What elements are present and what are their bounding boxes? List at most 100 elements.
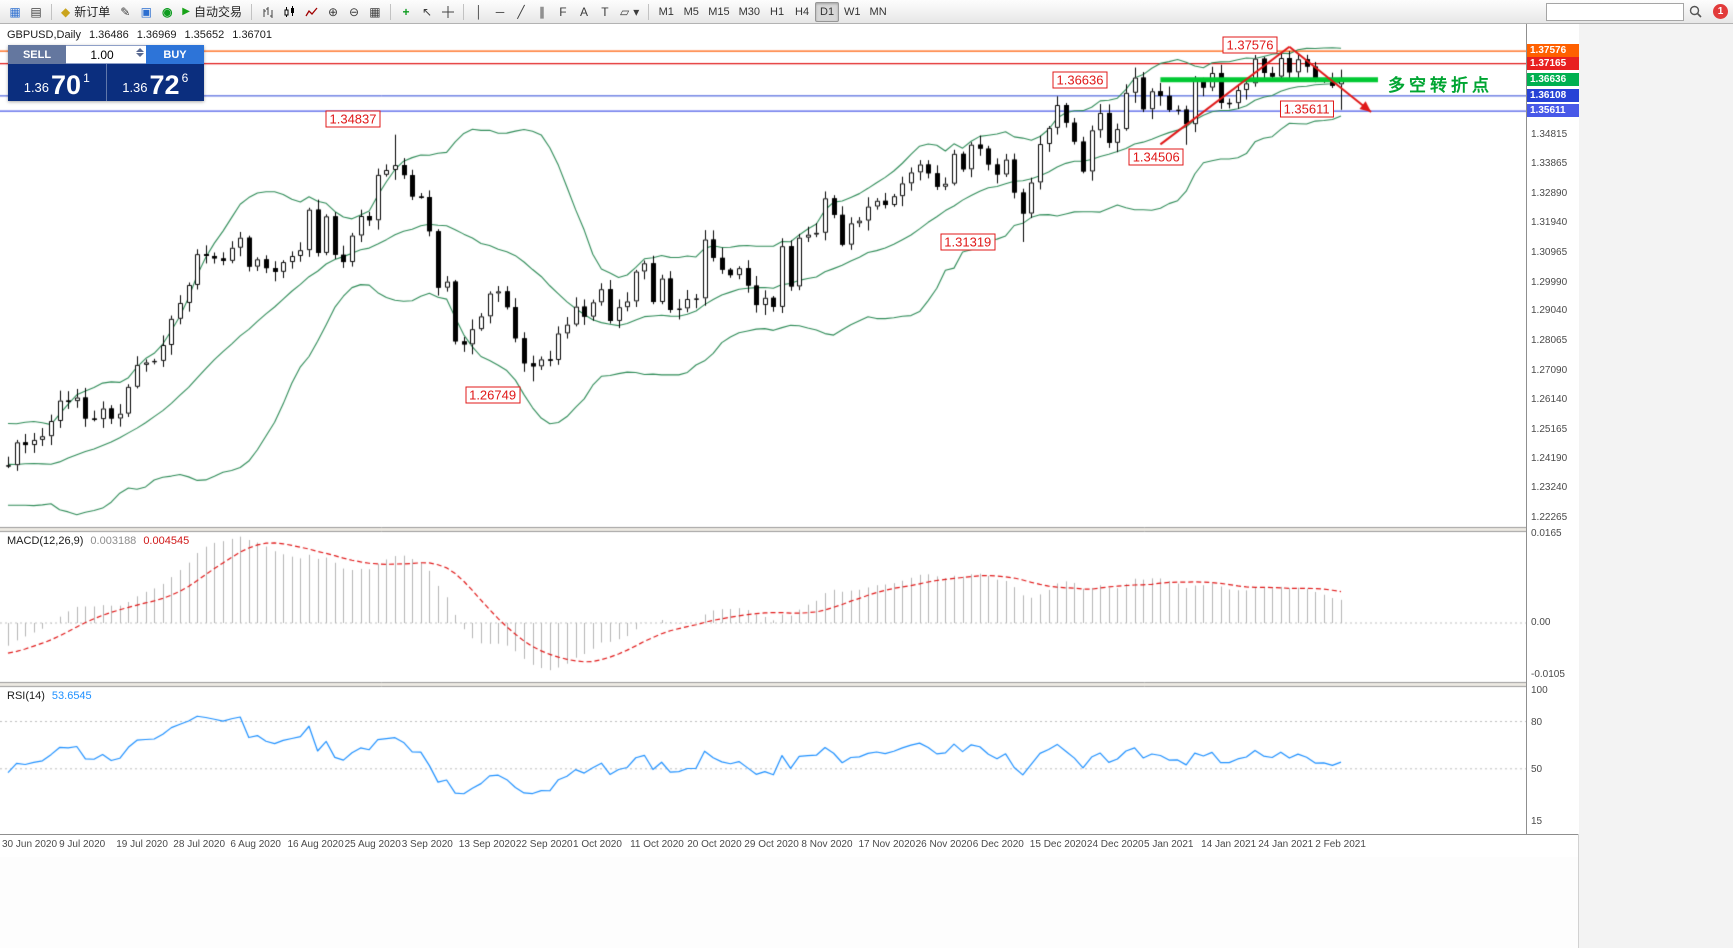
price-callout[interactable]: 1.26749 xyxy=(465,386,521,404)
window-bottom-area xyxy=(0,856,1578,948)
macd-value-signal: 0.004545 xyxy=(143,535,190,547)
timeframe-group: M1 M5 M15 M30 H1 H4 D1 W1 MN xyxy=(654,1,891,22)
timeframe-m5-button[interactable]: M5 xyxy=(679,2,703,22)
bar-chart-mode-button[interactable] xyxy=(257,2,278,22)
horizontal-line-tool-button[interactable]: ─ xyxy=(490,2,510,22)
price-callout[interactable]: 1.36636 xyxy=(1052,71,1108,89)
timeframe-m1-button[interactable]: M1 xyxy=(654,2,678,22)
price-tick: 1.26140 xyxy=(1531,393,1568,405)
ohlc-low: 1.35652 xyxy=(184,29,225,41)
sell-price-main: 1.36 xyxy=(23,80,50,95)
metaeditor-button[interactable]: ✎ xyxy=(115,2,135,22)
timeframe-mn-button[interactable]: MN xyxy=(866,2,891,22)
date-label: 22 Sep 2020 xyxy=(515,839,573,850)
price-tick: 1.23240 xyxy=(1531,482,1568,494)
trendline-icon: ╱ xyxy=(517,4,525,19)
price-level-badge: 1.36636 xyxy=(1527,72,1579,86)
price-callout[interactable]: 1.31319 xyxy=(940,233,996,251)
ohlc-high: 1.36969 xyxy=(136,29,177,41)
volume-down-arrow[interactable] xyxy=(136,53,144,57)
candlestick-mode-button[interactable] xyxy=(279,2,300,22)
price-tick: 1.22265 xyxy=(1531,512,1568,524)
vertical-line-icon: │ xyxy=(475,4,483,19)
symbol-timeframe-label: GBPUSD,Daily xyxy=(7,29,81,41)
search-button[interactable] xyxy=(1685,2,1706,22)
timeframe-d1-button[interactable]: D1 xyxy=(815,1,840,22)
timeframe-m30-button[interactable]: M30 xyxy=(735,2,764,22)
arrows-tool-button[interactable]: T xyxy=(595,2,615,22)
price-tick: 1.29990 xyxy=(1531,276,1568,288)
toolbar-separator xyxy=(389,3,391,20)
line-chart-mode-button[interactable] xyxy=(301,2,322,22)
cursor-button[interactable]: ↖ xyxy=(417,2,437,22)
volume-up-arrow[interactable] xyxy=(136,48,144,52)
cursor-icon: ↖ xyxy=(421,4,432,19)
sell-button[interactable]: SELL xyxy=(8,45,66,64)
main-toolbar: ▦ ▤ ◆ 新订单 ✎ ▣ ◉ ▶ 自动交易 ⊕ ⊖ ▦ + ↖ │ ─ ╱ ∥… xyxy=(0,0,1733,24)
date-label: 30 Jun 2020 xyxy=(2,839,58,850)
timeframe-w1-button[interactable]: W1 xyxy=(840,2,865,22)
price-callout[interactable]: 1.34506 xyxy=(1128,148,1184,166)
date-label: 14 Jan 2021 xyxy=(1201,839,1257,850)
text-tool-icon: A xyxy=(579,4,588,19)
new-chart-button[interactable]: ▦ xyxy=(5,2,25,22)
shapes-dropdown-button[interactable]: ▱ ▾ xyxy=(616,2,643,22)
price-level-badge: 1.37165 xyxy=(1527,56,1579,70)
ohlc-open: 1.36486 xyxy=(88,29,129,41)
autotrading-button[interactable]: ▶ 自动交易 xyxy=(178,2,246,22)
tile-windows-icon: ▦ xyxy=(369,4,381,19)
volume-stepper[interactable] xyxy=(136,48,144,57)
text-tool-button[interactable]: A xyxy=(574,2,594,22)
date-label: 16 Aug 2020 xyxy=(287,839,344,850)
buy-price-big: 72 xyxy=(149,70,180,101)
community-button[interactable]: ◉ xyxy=(157,2,177,22)
crosshair-button[interactable] xyxy=(438,2,458,22)
toolbar-separator xyxy=(51,3,52,20)
metaeditor-icon: ✎ xyxy=(120,4,131,19)
date-label: 24 Dec 2020 xyxy=(1086,839,1144,850)
date-label: 3 Sep 2020 xyxy=(401,839,453,850)
rsi-axis-tick: 15 xyxy=(1531,816,1543,827)
tile-windows-button[interactable]: ▦ xyxy=(365,2,385,22)
time-scale[interactable]: 30 Jun 2020 9 Jul 2020 19 Jul 2020 28 Jul 2… xyxy=(0,834,1578,857)
timeframe-m15-button[interactable]: M15 xyxy=(704,2,733,22)
price-scale[interactable]: 1.34815 1.33865 1.32890 1.31940 1.30965 1.299… xyxy=(1526,24,1579,834)
zoom-in-button[interactable]: ⊕ xyxy=(323,2,343,22)
fibonacci-tool-button[interactable]: F xyxy=(553,2,573,22)
price-callout[interactable]: 1.35611 xyxy=(1279,100,1334,118)
price-chart-canvas[interactable] xyxy=(0,24,1526,834)
buy-price[interactable]: 1.36 72 6 xyxy=(107,64,205,101)
bull-bear-turning-point-note[interactable]: 多空转折点 xyxy=(1387,75,1493,95)
vertical-line-tool-button[interactable]: │ xyxy=(469,2,489,22)
channel-tool-button[interactable]: ∥ xyxy=(532,2,552,22)
date-label: 20 Oct 2020 xyxy=(687,839,742,850)
date-label: 17 Nov 2020 xyxy=(858,839,916,850)
price-callout[interactable]: 1.34837 xyxy=(325,110,381,128)
profiles-button[interactable]: ▤ xyxy=(26,2,46,22)
buy-button[interactable]: BUY xyxy=(146,45,204,64)
date-label: 1 Oct 2020 xyxy=(573,839,622,850)
notification-badge[interactable]: 1 xyxy=(1713,4,1728,19)
terminal-button[interactable]: ▣ xyxy=(136,2,156,22)
price-callout[interactable]: 1.37576 xyxy=(1222,36,1278,54)
search-icon xyxy=(1689,5,1702,18)
volume-input[interactable] xyxy=(66,46,146,63)
one-click-trading-panel: SELL BUY 1.36 70 1 1.36 72 6 xyxy=(8,45,204,101)
trendline-tool-button[interactable]: ╱ xyxy=(511,2,531,22)
price-tick: 1.25165 xyxy=(1531,423,1568,435)
toolbar-separator xyxy=(250,3,252,20)
zoom-out-button[interactable]: ⊖ xyxy=(344,2,364,22)
search-input[interactable] xyxy=(1546,2,1684,21)
buy-price-sup: 6 xyxy=(181,71,189,85)
sell-price[interactable]: 1.36 70 1 xyxy=(8,64,107,101)
sell-price-sup: 1 xyxy=(83,71,90,85)
price-level-badge: 1.35611 xyxy=(1527,104,1579,118)
timeframe-h4-button[interactable]: H4 xyxy=(790,2,814,22)
timeframe-h1-button[interactable]: H1 xyxy=(765,2,789,22)
date-label: 13 Sep 2020 xyxy=(458,839,516,850)
arrows-tool-icon: T xyxy=(601,4,609,19)
new-order-button[interactable]: ◆ 新订单 xyxy=(57,2,114,22)
indicators-button[interactable]: + xyxy=(396,2,416,22)
zoom-out-icon: ⊖ xyxy=(348,4,359,19)
price-level-badge: 1.37576 xyxy=(1527,44,1579,58)
